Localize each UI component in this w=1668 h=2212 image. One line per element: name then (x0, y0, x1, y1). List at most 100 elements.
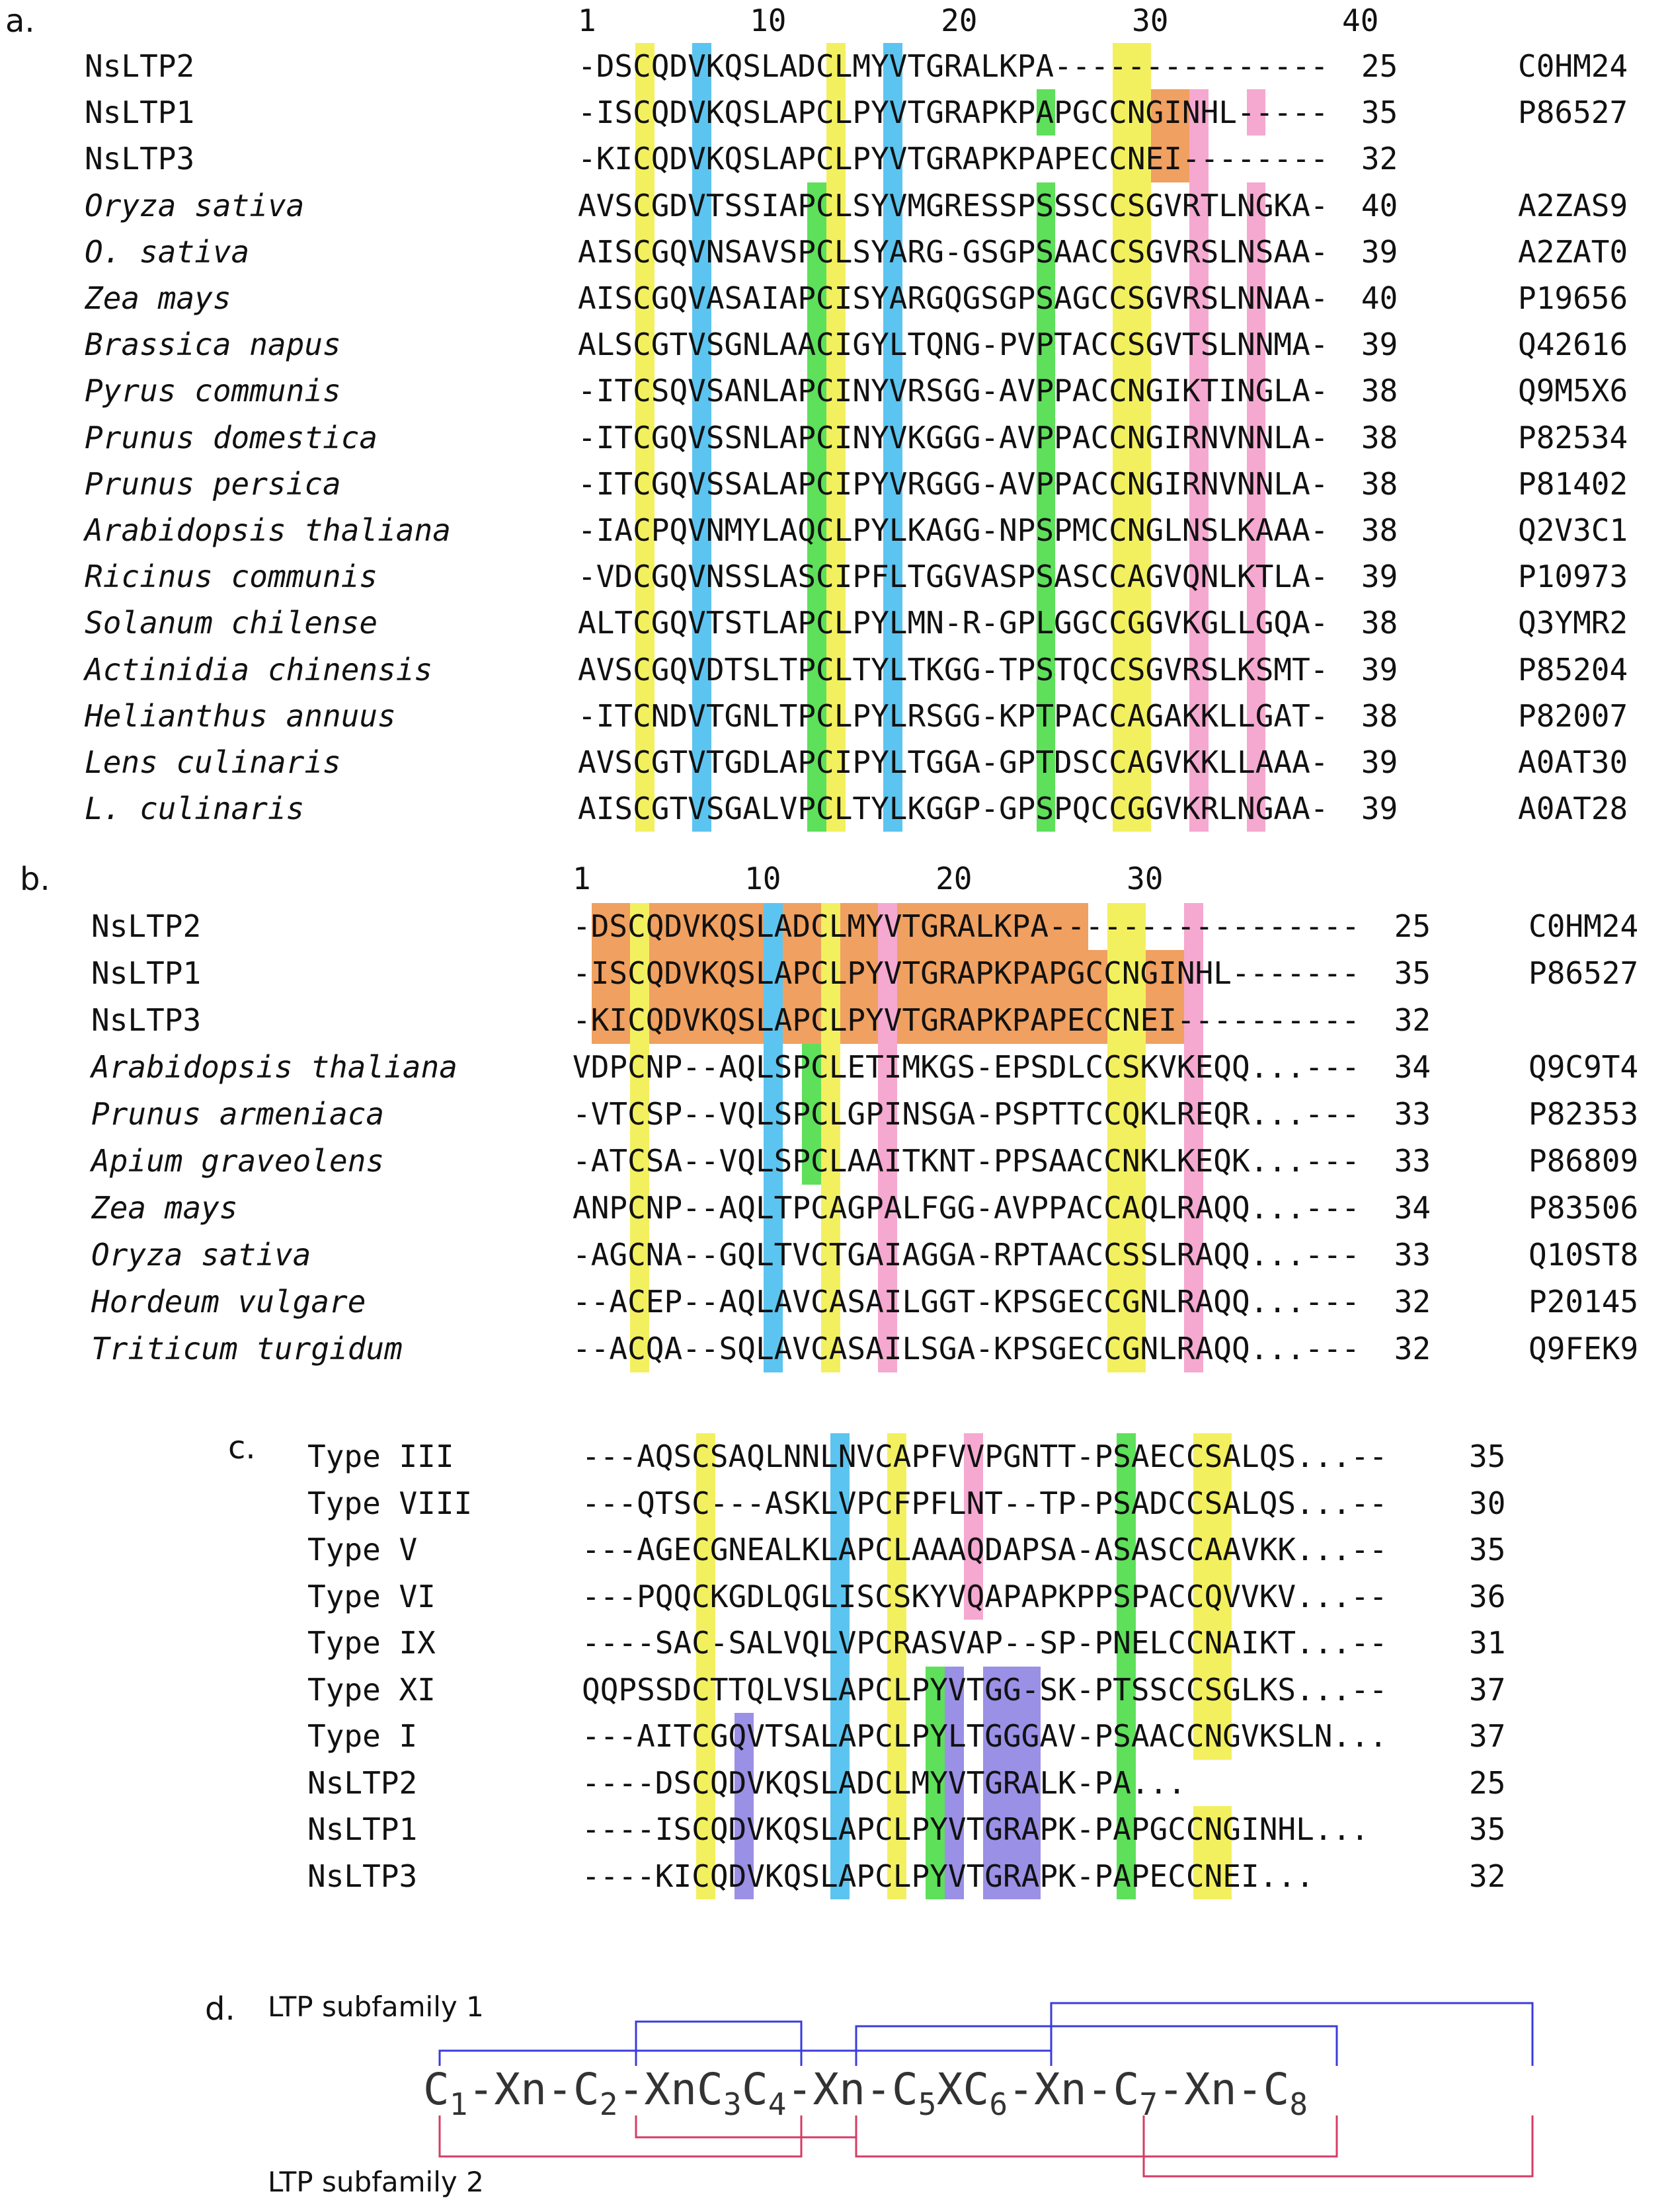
panel-b-length: 33 (1394, 1143, 1431, 1179)
panel-a-species-name: Actinidia chinensis (85, 651, 433, 688)
panel-b-yellow-highlight (1107, 903, 1146, 1372)
panel-a-sequence: -IACPQVNMYLAQCLPYLKAGG-NPSPMCCNGLNSLKAAA… (578, 512, 1329, 548)
panel-b-accession: C0HM24 (1529, 908, 1639, 944)
panel-c-purple-highlight (945, 1666, 964, 1899)
panel-c-sequence: ---PQQCKGDLQGLISCSKYVQAPAPKPPSPACCQVVKV.… (582, 1578, 1388, 1614)
panel-a-accession: A2ZAS9 (1518, 187, 1628, 223)
panel-b-accession: Q9FEK9 (1529, 1331, 1639, 1366)
panel-b-sequence: -AGCNA--GQLTVCTGAIAGGA-RPTAACCSSLRAQQ...… (573, 1237, 1360, 1273)
panel-a-species-name: Zea mays (85, 280, 231, 316)
panel-c-label: c. (228, 1429, 256, 1466)
panel-a-accession: Q9M5X6 (1518, 373, 1628, 409)
panel-b-accession: P83506 (1529, 1190, 1639, 1226)
panel-b-species-name: Hordeum vulgare (91, 1284, 366, 1320)
panel-c-species-name: Type XI (307, 1671, 436, 1708)
panel-a-pink-highlight (1246, 182, 1266, 832)
panel-c-species-name: Type IX (307, 1625, 436, 1661)
panel-c-sequence: ----DSCQDVKQSLADCLMYVTGRALK-PA... (582, 1764, 1186, 1801)
panel-b-blue-highlight (764, 903, 783, 1372)
panel-c-length: 36 (1469, 1578, 1506, 1614)
panel-a-sequence: -ITCNDVTGNLTPCLPYLRSGG-KPTPACCAGAKKLLGAT… (578, 697, 1329, 734)
panel-a-ruler-tick: 30 (1132, 3, 1169, 38)
panel-a-sequence: -ITCGQVSSNLAPCINYVKGGG-AVPPACCNGIRNVNNLA… (578, 419, 1329, 455)
panel-a-pink-highlight (1189, 89, 1209, 182)
formula-segment: -Xn- (1008, 2064, 1113, 2115)
panel-d-label: d. (205, 1991, 235, 2028)
panel-b-accession: P20145 (1529, 1284, 1639, 1320)
panel-c-green-highlight (926, 1666, 945, 1899)
panel-c-sequence: ---AGECGNEALKLAPCLAAAQDAPSA-ASASCCAAVKK.… (582, 1532, 1388, 1567)
panel-a-sequence: -ITCGQVSSALAPCIPYVRGGG-AVPPACCNGIRNVNNLA… (578, 465, 1329, 502)
panel-c-species-name: NsLTP1 (307, 1811, 418, 1847)
panel-c-species-name: NsLTP3 (307, 1858, 418, 1894)
panel-b-pink-highlight (1183, 903, 1203, 1372)
panel-b-species-name: Triticum turgidum (91, 1331, 403, 1366)
panel-b-sequence: -ISCQDVKQSLAPCLPYVTGRAPKPAPGCCNGINHL----… (573, 955, 1360, 991)
panel-c-yellow-highlight (1193, 1433, 1232, 1760)
panel-a-species-name: Brassica napus (85, 327, 341, 363)
panel-b-species-name: NsLTP1 (91, 955, 202, 991)
formula-segment: C (1113, 2064, 1140, 2115)
panel-a-species-name: Helianthus annuus (85, 697, 396, 734)
formula-segment: C (1263, 2064, 1290, 2115)
panel-b-yellow-highlight (629, 903, 649, 1372)
formula-subscript: 5 (918, 2086, 937, 2122)
panel-a-accession: Q42616 (1518, 327, 1628, 363)
panel-a-species-name: O. sativa (85, 233, 250, 270)
panel-b-yellow-highlight (820, 903, 840, 1372)
panel-a-accession: P81402 (1518, 465, 1628, 502)
panel-a-length: 35 (1361, 95, 1398, 131)
panel-a-accession: P10973 (1518, 559, 1628, 595)
panel-a-ruler-tick: 40 (1342, 3, 1379, 38)
panel-b-accession: Q9C9T4 (1529, 1049, 1639, 1085)
panel-c-yellow-highlight (887, 1433, 907, 1899)
panel-a-yellow-highlight (635, 43, 655, 832)
panel-b-accession: P82353 (1529, 1096, 1639, 1132)
formula-segment: C (742, 2064, 768, 2115)
panel-a-sequence: -VDCGQVNSSLASCIPFLTGGVASPSASCCAGVQNLKTLA… (578, 559, 1329, 595)
panel-a-accession: A2ZAT0 (1518, 233, 1628, 270)
panel-b-sequence: VDPCNP--AQLSPCLETIMKGS-EPSDLCCSKVKEQQ...… (573, 1049, 1360, 1085)
panel-a-length: 38 (1361, 697, 1398, 734)
panel-b-sequence: -KICQDVKQSLAPCLPYVTGRAPKPAPECCNEI-------… (573, 1002, 1360, 1038)
panel-a-sequence: -DSCQDVKQSLADCLMYVTGRALKPA--------------… (578, 48, 1329, 84)
panel-a-species-name: Arabidopsis thaliana (85, 512, 451, 548)
panel-c-species-name: NsLTP2 (307, 1764, 418, 1801)
panel-a-yellow-highlight (826, 43, 846, 832)
panel-a-sequence: AVSCGDVTSSIAPCLSYVMGRESSPSSSCCSGVRTLNGKA… (578, 187, 1329, 223)
panel-a-length: 38 (1361, 419, 1398, 455)
panel-b-ruler-tick: 30 (1127, 861, 1164, 896)
panel-a-ruler-tick: 20 (941, 3, 978, 38)
panel-a-species-name: Ricinus communis (85, 559, 378, 595)
panel-b-accession: P86809 (1529, 1143, 1639, 1179)
panel-a-accession: C0HM24 (1518, 48, 1628, 84)
panel-c-sequence: QQPSSDCTTQLVSLAPCLPYVTGG-SK-PTSSCCSGLKS.… (582, 1671, 1388, 1708)
bond-c4-c7-line (855, 2115, 1338, 2158)
panel-a-pink-highlight (1189, 182, 1209, 832)
formula-segment: -Xn- (467, 2064, 573, 2115)
panel-b-length: 34 (1394, 1190, 1431, 1226)
panel-a-species-name: Prunus domestica (85, 419, 378, 455)
panel-c-sequence: ---AQSCSAQLNNLNVCAPFVVPGNTT-PSAECCSALQS.… (582, 1439, 1388, 1474)
panel-a-accession: Q2V3C1 (1518, 512, 1628, 548)
formula-subscript: 3 (723, 2086, 742, 2122)
panel-c-species-name: Type VI (307, 1578, 436, 1614)
panel-a-sequence: AVSCGTVTGDLAPCIPYLTGGA-GPTDSCCAGVKKLLAAA… (578, 744, 1329, 780)
panel-a-species-name: Lens culinaris (85, 744, 341, 780)
panel-c-length: 25 (1469, 1764, 1506, 1801)
bond-c1-c5-line (438, 2049, 1052, 2066)
panel-c-purple-highlight (982, 1666, 1041, 1899)
panel-a-accession: P19656 (1518, 280, 1628, 316)
panel-a-accession: P82007 (1518, 697, 1628, 734)
panel-b-species-name: Apium graveolens (91, 1143, 385, 1179)
panel-c-sequence: ----ISCQDVKQSLAPCLPYVTGRAPK-PAPGCCNGINHL… (582, 1811, 1369, 1847)
panel-b-species-name: Oryza sativa (91, 1237, 311, 1273)
panel-c-species-name: Type VIII (307, 1485, 473, 1521)
formula-segment: -Xn- (786, 2064, 892, 2115)
panel-a-yellow-highlight (1113, 43, 1151, 832)
panel-c-length: 32 (1469, 1858, 1506, 1894)
panel-c-length: 30 (1469, 1485, 1506, 1521)
panel-b-sequence: --ACQA--SQLAVCASAILSGA-KPSGECCGNLRAQQ...… (573, 1331, 1360, 1366)
